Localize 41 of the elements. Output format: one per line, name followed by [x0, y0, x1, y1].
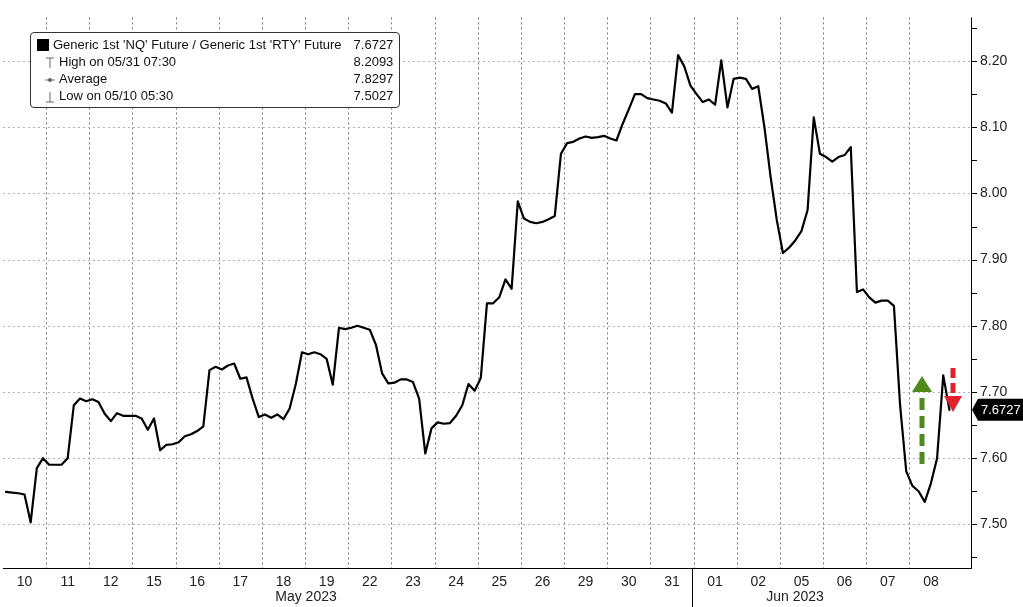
x-tick-label: 26: [534, 573, 551, 590]
annotation: 7.8297: [352, 70, 394, 87]
y-tick-label: 7.80: [980, 316, 1008, 333]
y-tick-label: 7.70: [980, 382, 1008, 399]
x-tick-label: 08: [923, 573, 939, 590]
annotation: Average: [59, 70, 108, 87]
x-tick-label: 02: [750, 573, 767, 590]
annotation: High on 05/31 07:30: [59, 53, 177, 70]
x-tick-label: 19: [318, 573, 335, 590]
x-tick-label: 16: [189, 573, 206, 590]
x-tick-label: 10: [16, 573, 33, 590]
text: Jun 2023: [766, 588, 824, 604]
legend-label: Generic 1st 'NQ' Future / Generic 1st 'RTY' Future: [53, 36, 342, 53]
x-tick-label: 30: [620, 573, 637, 590]
x-tick-label: 07: [879, 573, 896, 590]
x-tick-label: 11: [60, 573, 76, 590]
x-tick-label: 12: [103, 573, 119, 590]
y-tick-label: 7.50: [980, 515, 1008, 532]
x-tick-label: 23: [405, 573, 421, 590]
x-tick-label: 01: [707, 573, 724, 590]
y-tick-label: 8.10: [980, 118, 1008, 135]
x-tick-label: 05: [793, 573, 810, 590]
x-tick-label: 24: [448, 573, 465, 590]
x-tick-label: 22: [362, 573, 378, 590]
x-tick-label: 29: [577, 573, 594, 590]
x-tick-label: 25: [491, 573, 508, 590]
annotation: Low on 05/10 05:30: [59, 87, 174, 104]
x-tick-label: 06: [836, 573, 853, 590]
y-tick-label: 7.60: [980, 449, 1008, 465]
annotation: 7.6727: [352, 36, 394, 53]
x-tick-label: 31: [664, 573, 680, 590]
x-tick-label: 17: [232, 573, 249, 590]
x-tick-label: 18: [275, 573, 292, 590]
y-tick-label: 8.20: [980, 51, 1008, 68]
text: 7.6727: [981, 402, 1021, 418]
annotation: 7.5027: [352, 87, 394, 104]
y-tick-label: 7.90: [980, 250, 1008, 267]
y-tick-label: 8.00: [980, 184, 1008, 201]
x-tick-label: 15: [146, 573, 162, 590]
annotation: 8.2093: [352, 53, 394, 70]
text: May 2023: [275, 588, 337, 604]
